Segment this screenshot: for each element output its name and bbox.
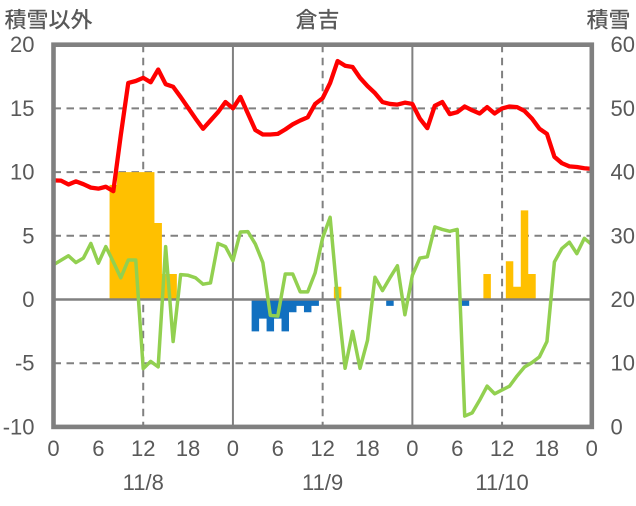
svg-text:0: 0 <box>406 436 418 461</box>
svg-text:20: 20 <box>611 287 635 312</box>
svg-text:30: 30 <box>611 223 635 248</box>
svg-text:11/8: 11/8 <box>123 470 164 495</box>
svg-text:6: 6 <box>92 436 104 461</box>
svg-text:50: 50 <box>611 96 635 121</box>
svg-text:0: 0 <box>47 436 59 461</box>
svg-text:60: 60 <box>611 32 635 57</box>
svg-text:-10: -10 <box>3 414 35 439</box>
svg-text:-5: -5 <box>15 351 35 376</box>
svg-text:12: 12 <box>310 436 334 461</box>
svg-text:40: 40 <box>611 160 635 185</box>
svg-text:5: 5 <box>22 223 34 248</box>
svg-text:18: 18 <box>355 436 379 461</box>
svg-text:0: 0 <box>227 436 239 461</box>
svg-text:11/9: 11/9 <box>302 470 343 495</box>
svg-text:0: 0 <box>611 414 623 439</box>
svg-text:15: 15 <box>10 96 34 121</box>
svg-text:18: 18 <box>176 436 200 461</box>
svg-text:20: 20 <box>10 32 34 57</box>
svg-text:10: 10 <box>10 160 34 185</box>
svg-text:10: 10 <box>611 351 635 376</box>
svg-text:6: 6 <box>451 436 463 461</box>
svg-text:6: 6 <box>272 436 284 461</box>
svg-text:12: 12 <box>490 436 514 461</box>
svg-text:11/10: 11/10 <box>475 470 528 495</box>
svg-text:0: 0 <box>586 436 598 461</box>
svg-text:12: 12 <box>131 436 155 461</box>
svg-text:18: 18 <box>535 436 559 461</box>
svg-text:0: 0 <box>22 287 34 312</box>
